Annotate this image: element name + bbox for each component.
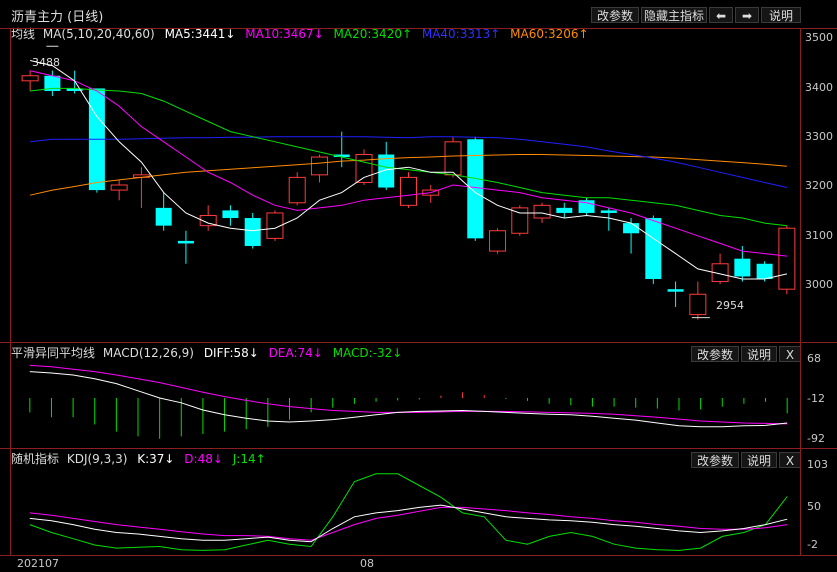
- candle-body-up: [199, 214, 217, 227]
- candle-body-down: [378, 154, 395, 188]
- candle-body-down: [556, 207, 573, 213]
- macd-tick: 68: [807, 352, 821, 365]
- macd-help-button[interactable]: 说明: [741, 346, 777, 362]
- ma60-line: [29, 154, 787, 196]
- candle-body-down: [44, 75, 61, 91]
- candle-body-up: [689, 293, 707, 316]
- kdj-legend: 随机指标 KDJ(9,3,3) K:37↓ D:48↓ J:14↑: [11, 452, 272, 466]
- candle-body-up: [400, 176, 417, 206]
- candle-body-up: [711, 263, 729, 283]
- diff-line: [29, 371, 788, 428]
- candle-body-down: [467, 139, 484, 239]
- candle-body-up: [288, 176, 306, 204]
- candle-body-down: [244, 218, 261, 246]
- k-line: [29, 504, 788, 543]
- macd-legend: 平滑异同平均线 MACD(12,26,9) DIFF:58↓ DEA:74↓ M…: [11, 346, 408, 360]
- kdj-tick: -2: [807, 538, 818, 551]
- candle-body-up: [21, 75, 39, 82]
- ma20-value: MA20:3420↑: [333, 27, 413, 41]
- candle-body-down: [734, 258, 751, 277]
- ma-params: MA(5,10,20,40,60): [42, 27, 155, 41]
- price-tick: 3000: [805, 278, 833, 291]
- d-line: [29, 506, 788, 541]
- ma60-value: MA60:3206↑: [510, 27, 589, 41]
- candle-body-down: [66, 88, 83, 91]
- candle-body-up: [533, 204, 551, 219]
- hide-indicator-button[interactable]: 隐藏主指标: [641, 7, 707, 23]
- candle-body-up: [444, 141, 462, 176]
- macd-params-button[interactable]: 改参数: [691, 346, 739, 362]
- help-button[interactable]: 说明: [761, 7, 801, 23]
- params-button[interactable]: 改参数: [591, 7, 639, 23]
- macd-label: 平滑异同平均线: [11, 346, 96, 360]
- macd-tick: -92: [807, 432, 825, 445]
- ma-label: 均线: [11, 27, 36, 41]
- kdj-tick: 103: [807, 458, 828, 471]
- kdj-params: KDJ(9,3,3): [66, 452, 128, 466]
- candle-body-up: [110, 184, 128, 191]
- ma5-value: MA5:3441↓: [164, 27, 236, 41]
- diff-value: DIFF:58↓: [203, 346, 259, 360]
- candle-body-up: [310, 156, 328, 176]
- candle-body-up: [355, 154, 373, 183]
- candle-body-up: [266, 212, 284, 239]
- title-bar: 沥青主力 (日线) 改参数 隐藏主指标 ⬅ ➡ 说明: [0, 0, 837, 28]
- candle-body-up: [778, 227, 796, 290]
- ma40-value: MA40:3313↑: [421, 27, 501, 41]
- ma5-line: [29, 60, 788, 280]
- d-value: D:48↓: [184, 452, 223, 466]
- j-value: J:14↑: [232, 452, 266, 466]
- ma-legend: 均线 MA(5,10,20,40,60) MA5:3441↓ MA10:3467…: [11, 27, 595, 41]
- candle-body-up: [489, 230, 507, 252]
- chart-title: 沥青主力 (日线): [11, 10, 104, 25]
- x-axis-mid: 08: [360, 557, 374, 570]
- candle-body-down: [645, 218, 662, 280]
- ma10-value: MA10:3467↓: [245, 27, 324, 41]
- price-tick: 3300: [805, 130, 833, 143]
- price-tick: 3100: [805, 229, 833, 242]
- dea-value: DEA:74↓: [268, 346, 323, 360]
- x-axis-start: 202107: [17, 557, 59, 570]
- candle-body-up: [511, 207, 529, 234]
- j-line: [29, 473, 788, 551]
- ma20-line: [30, 87, 787, 227]
- prev-indicator-button[interactable]: ⬅: [709, 7, 733, 23]
- candle-body-down: [756, 263, 773, 280]
- price-tick: 3500: [805, 31, 833, 44]
- candle-body-down: [600, 210, 617, 213]
- candle-body-down: [333, 154, 350, 158]
- kdj-params-button[interactable]: 改参数: [691, 452, 739, 468]
- kdj-label: 随机指标: [11, 452, 60, 466]
- macd-params: MACD(12,26,9): [102, 346, 194, 360]
- dea-line: [29, 364, 788, 425]
- low-annotation: 2954: [716, 299, 744, 312]
- ma10-line: [29, 70, 787, 257]
- candle-body-down: [177, 240, 194, 244]
- macd-value: MACD:-32↓: [332, 346, 403, 360]
- kdj-help-button[interactable]: 说明: [741, 452, 777, 468]
- ma40-line: [30, 136, 788, 188]
- k-value: K:37↓: [137, 452, 175, 466]
- price-tick: 3400: [805, 81, 833, 94]
- macd-tick: -12: [807, 392, 825, 405]
- candle-body-down: [623, 223, 640, 234]
- next-indicator-button[interactable]: ➡: [735, 7, 759, 23]
- price-tick: 3200: [805, 179, 833, 192]
- kdj-tick: 50: [807, 500, 821, 513]
- candle-body-down: [155, 207, 172, 226]
- candle-body-down: [667, 289, 684, 292]
- candle-body-down: [222, 210, 239, 219]
